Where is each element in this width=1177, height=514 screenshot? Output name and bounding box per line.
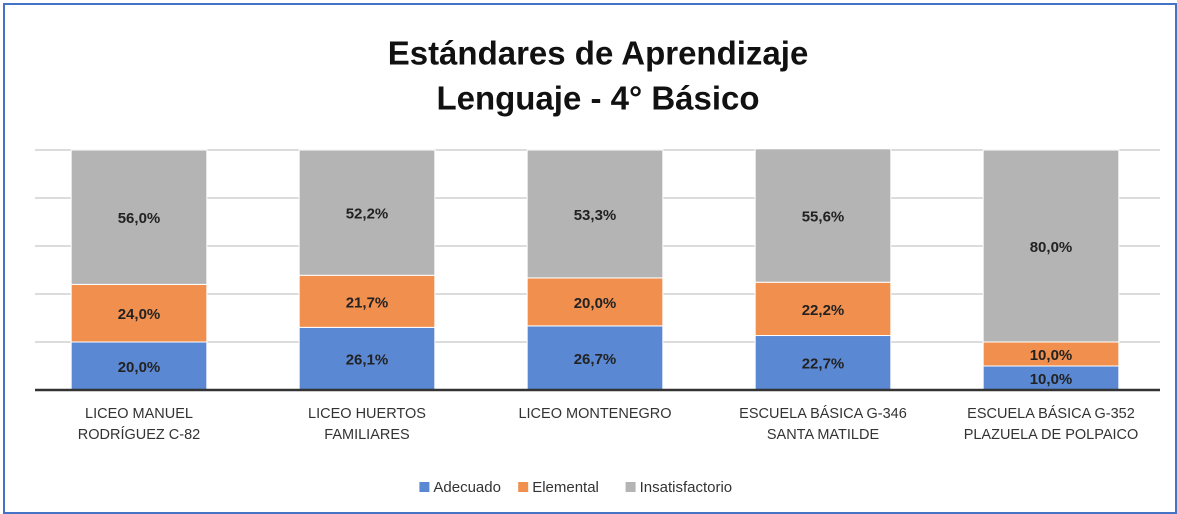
data-label: 80,0% (1030, 239, 1073, 256)
data-label: 22,2% (802, 302, 845, 319)
data-label: 52,2% (346, 206, 389, 223)
bar-segment (526, 325, 664, 391)
bar-segment (982, 149, 1120, 343)
bar-segment (754, 281, 892, 337)
x-tick-label: PLAZUELA DE POLPAICO (964, 427, 1139, 443)
legend-swatch (625, 482, 636, 492)
data-label: 10,0% (1030, 371, 1073, 388)
bar-segment (754, 148, 892, 283)
legend-label: Insatisfactorio (640, 479, 733, 496)
data-label: 24,0% (118, 306, 161, 323)
bar-segment (982, 365, 1120, 391)
bar-segment (982, 341, 1120, 367)
x-tick-label: LICEO MANUEL (85, 406, 193, 422)
chart-title: Estándares de Aprendizaje (388, 35, 809, 72)
data-label: 26,1% (346, 352, 389, 369)
data-label: 22,7% (802, 356, 845, 373)
bar-segment (70, 149, 208, 285)
legend-label: Adecuado (433, 479, 501, 496)
bar-segment (298, 326, 436, 391)
x-tick-label: ESCUELA BÁSICA G-352 (967, 405, 1135, 422)
legend-swatch (518, 482, 529, 492)
x-tick-label: FAMILIARES (324, 427, 409, 443)
legend-swatch (419, 482, 430, 492)
bar-segment (70, 283, 208, 343)
bar-segment (526, 149, 664, 279)
data-label: 21,7% (346, 294, 389, 311)
bar-segment (70, 341, 208, 391)
bar-segment (298, 274, 436, 328)
data-label: 20,0% (574, 295, 617, 312)
x-tick-label: ESCUELA BÁSICA G-346 (739, 405, 907, 422)
bar-segment (526, 277, 664, 327)
chart-title: Lenguaje - 4° Básico (436, 80, 759, 117)
x-tick-label: LICEO HUERTOS (308, 406, 426, 422)
x-tick-label: SANTA MATILDE (767, 427, 880, 443)
data-label: 56,0% (118, 210, 161, 227)
bar-segment (754, 335, 892, 391)
bar-segment (298, 149, 436, 276)
data-label: 20,0% (118, 359, 161, 376)
x-tick-label: LICEO MONTENEGRO (518, 406, 671, 422)
data-label: 53,3% (574, 207, 617, 224)
data-label: 26,7% (574, 351, 617, 368)
x-tick-label: RODRÍGUEZ C-82 (78, 426, 200, 443)
data-label: 55,6% (802, 208, 845, 225)
data-label: 10,0% (1030, 347, 1073, 364)
legend-label: Elemental (532, 479, 599, 496)
